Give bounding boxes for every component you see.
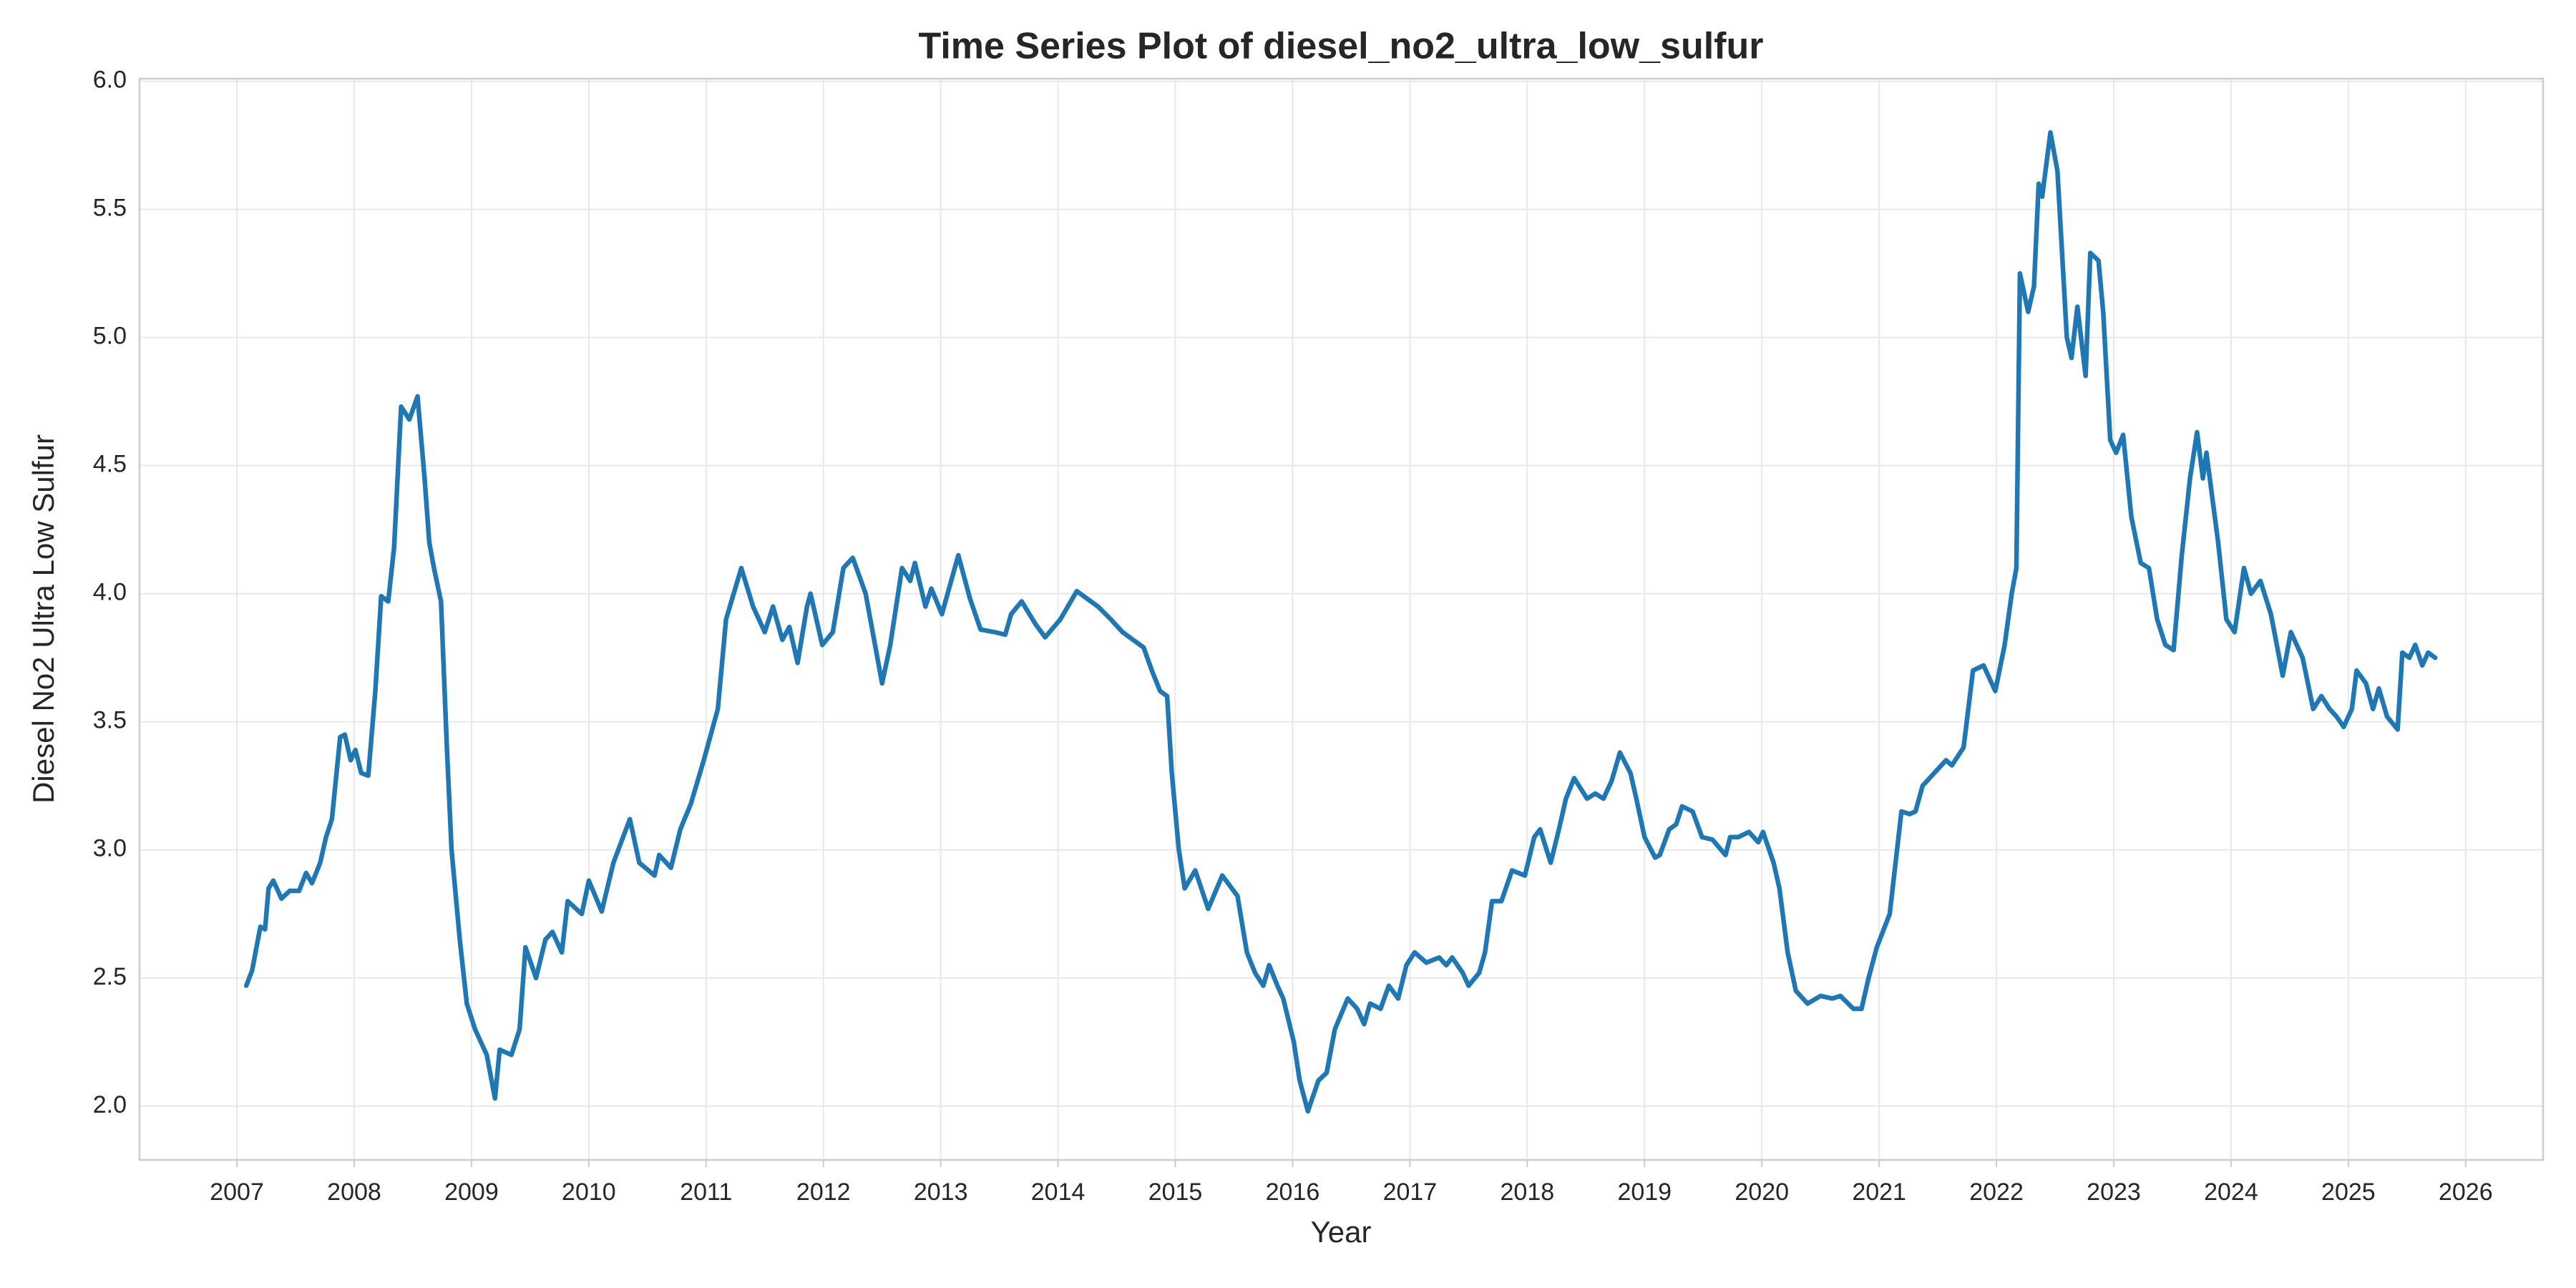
x-tick-label: 2007	[210, 1179, 264, 1206]
x-tick-label: 2019	[1617, 1179, 1672, 1206]
x-tick-label: 2024	[2204, 1179, 2258, 1206]
x-axis-label: Year	[1311, 1215, 1372, 1249]
y-axis-label: Diesel No2 Ultra Low Sulfur	[26, 434, 60, 804]
x-tick-label: 2020	[1735, 1179, 1789, 1206]
x-tick-label: 2013	[914, 1179, 968, 1206]
x-tick-label: 2018	[1501, 1179, 1555, 1206]
chart-title: Time Series Plot of diesel_no2_ultra_low…	[919, 26, 1764, 67]
y-tick-label: 5.0	[93, 323, 127, 350]
x-tick-label: 2015	[1148, 1179, 1203, 1206]
x-tick-label: 2022	[1969, 1179, 2024, 1206]
x-tick-label: 2010	[562, 1179, 616, 1206]
y-tick-label: 5.5	[93, 195, 127, 222]
x-tick-label: 2026	[2439, 1179, 2493, 1206]
x-tick-label: 2017	[1383, 1179, 1438, 1206]
x-tick-label: 2011	[680, 1179, 732, 1206]
y-tick-label: 3.0	[93, 835, 127, 862]
y-tick-label: 6.0	[93, 67, 127, 94]
y-tick-label: 3.5	[93, 707, 127, 734]
y-tick-label: 4.0	[93, 579, 127, 606]
x-tick-label: 2023	[2087, 1179, 2141, 1206]
plot-frame	[138, 77, 2545, 1161]
data-line	[243, 130, 2438, 1114]
x-tick-label: 2009	[444, 1179, 499, 1206]
y-tick-label: 4.5	[93, 451, 127, 478]
y-tick-label: 2.5	[93, 963, 127, 990]
x-tick-label: 2016	[1266, 1179, 1320, 1206]
x-tick-label: 2008	[327, 1179, 381, 1206]
y-tick-label: 2.0	[93, 1091, 127, 1118]
x-tick-label: 2014	[1031, 1179, 1085, 1206]
x-tick-label: 2021	[1852, 1179, 1906, 1206]
x-tick-label: 2025	[2321, 1179, 2376, 1206]
x-tick-label: 2012	[796, 1179, 851, 1206]
